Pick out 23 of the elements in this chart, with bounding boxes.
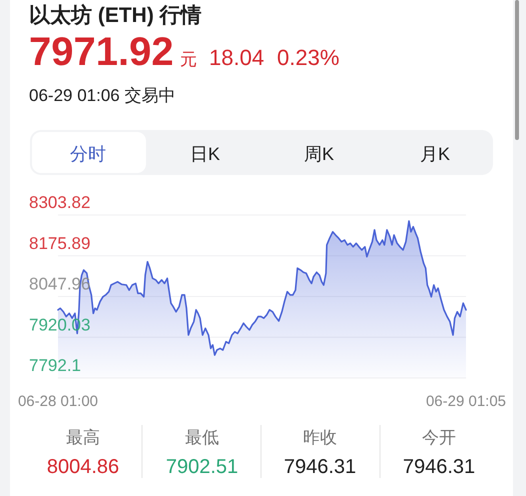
text: 18.04 bbox=[209, 45, 264, 70]
text: 7946.31 bbox=[284, 456, 356, 478]
text: 日K bbox=[190, 144, 220, 164]
text: 分时 bbox=[70, 144, 106, 164]
text: 今开 bbox=[422, 428, 456, 447]
text: 元 bbox=[180, 50, 197, 69]
x-tick-label: 06-28 01:00 bbox=[18, 393, 98, 410]
text: 昨收 bbox=[303, 428, 337, 447]
text: 8004.86 bbox=[46, 456, 120, 478]
text: 0.23% bbox=[277, 45, 340, 70]
text: 7946.31 bbox=[402, 456, 476, 478]
y-tick-label: 8175.89 bbox=[29, 234, 90, 253]
text: 7971.92 bbox=[29, 30, 174, 74]
text: 7902.51 bbox=[166, 456, 238, 478]
y-tick-label: 8303.82 bbox=[29, 193, 90, 212]
text: 06-29 01:06 交易中 bbox=[29, 86, 176, 105]
y-tick-label: 7792.1 bbox=[29, 356, 81, 375]
text: 周K bbox=[304, 144, 334, 164]
text: 最高 bbox=[66, 428, 100, 447]
x-tick-label: 06-29 01:05 bbox=[426, 393, 506, 410]
text: 最低 bbox=[185, 428, 219, 447]
text: 月K bbox=[420, 144, 450, 164]
chart-title: 以太坊 (ETH) 行情 bbox=[29, 3, 202, 27]
